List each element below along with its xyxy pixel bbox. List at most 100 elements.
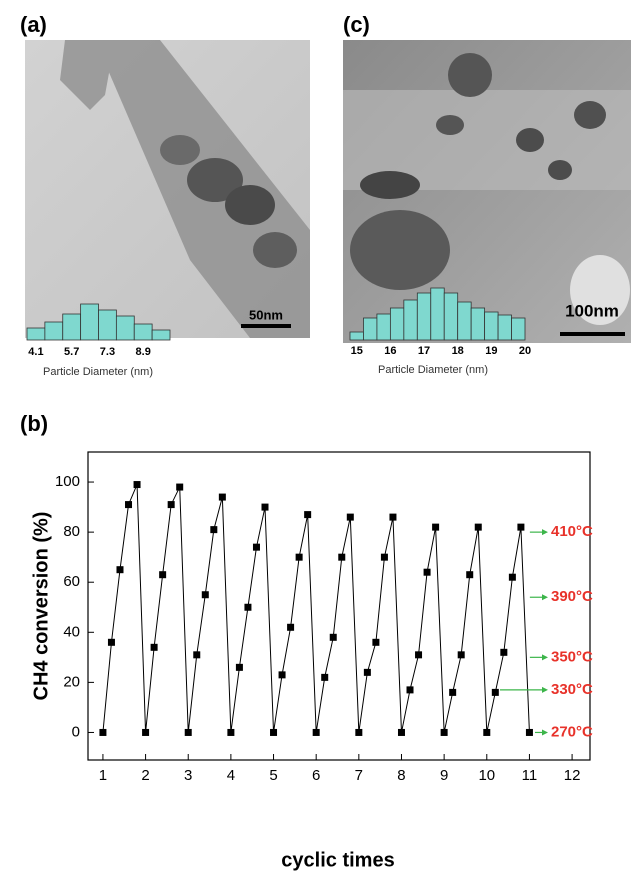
x-tick-label: 17 (418, 345, 430, 357)
x-tick-label: 7 (355, 767, 363, 784)
arrow-head (542, 654, 548, 661)
data-point (338, 553, 346, 561)
data-point (329, 633, 337, 641)
tem-image-a (25, 40, 310, 338)
data-point (270, 728, 278, 736)
bar (403, 299, 418, 341)
y-tick-label: 80 (63, 523, 80, 540)
x-axis-label: cyclic times (281, 849, 394, 871)
data-point (287, 623, 295, 631)
data-point (346, 513, 354, 521)
x-axis-label: Particle Diameter (nm) (378, 364, 488, 376)
x-tick-label: 3 (184, 767, 192, 784)
scale-label: 50nm (249, 307, 283, 322)
data-point (457, 651, 465, 659)
data-point (167, 501, 175, 509)
bar (80, 303, 99, 341)
data-point (474, 523, 482, 531)
data-point (432, 523, 440, 531)
x-tick-label: 18 (452, 345, 464, 357)
data-point (261, 503, 269, 511)
data-point (525, 728, 533, 736)
data-point (218, 493, 226, 501)
bar (376, 313, 391, 341)
x-tick-label: 12 (564, 767, 581, 784)
bar (115, 315, 135, 341)
bar (430, 287, 445, 341)
bar (511, 317, 526, 341)
data-point (99, 728, 107, 736)
data-point (142, 728, 150, 736)
x-tick-label: 1 (99, 767, 107, 784)
data-point (210, 526, 218, 534)
x-tick-label: 8 (397, 767, 405, 784)
y-tick-label: 20 (63, 673, 80, 690)
panel-label: (a) (20, 12, 47, 37)
data-point (321, 673, 329, 681)
data-point (244, 603, 252, 611)
data-point (415, 651, 423, 659)
data-point (372, 638, 380, 646)
bar (457, 301, 472, 341)
x-axis-label: Particle Diameter (nm) (43, 366, 153, 378)
x-tick-label: 19 (485, 345, 497, 357)
x-tick-label: 20 (519, 345, 531, 357)
y-tick-label: 40 (63, 623, 80, 640)
data-point (355, 728, 363, 736)
bar (26, 327, 46, 341)
data-point (150, 643, 158, 651)
y-axis-label: CH4 conversion (%) (30, 512, 52, 701)
x-tick-label: 16 (384, 345, 396, 357)
data-point (201, 591, 209, 599)
x-tick-label: 9 (440, 767, 448, 784)
bar (349, 331, 364, 341)
data-point (389, 513, 397, 521)
data-point (406, 686, 414, 694)
data-point (449, 688, 457, 696)
y-tick-label: 60 (63, 573, 80, 590)
bar (98, 309, 117, 341)
bar (62, 313, 82, 341)
data-point (116, 566, 124, 574)
y-tick-label: 100 (55, 473, 80, 490)
data-point (304, 511, 312, 519)
data-point (423, 568, 431, 576)
y-tick-label: 0 (72, 723, 80, 740)
bar (133, 323, 153, 341)
bar (416, 292, 432, 341)
data-point (176, 483, 184, 491)
x-tick-label: 11 (522, 767, 538, 784)
arrow-head (542, 729, 548, 736)
data-point (193, 651, 201, 659)
bar (389, 307, 405, 341)
data-point (380, 553, 388, 561)
annotation: 390°C (551, 588, 593, 605)
data-point (517, 523, 525, 531)
x-tick-label: 6 (312, 767, 320, 784)
annotation: 270°C (551, 723, 593, 740)
bar (363, 317, 378, 341)
data-point (278, 671, 286, 679)
annotation: 330°C (551, 681, 593, 698)
x-tick-label: 4 (227, 767, 235, 784)
x-tick-label: 5 (269, 767, 277, 784)
data-point (500, 648, 508, 656)
bar (44, 321, 64, 341)
data-point (295, 553, 303, 561)
bar (497, 314, 512, 341)
data-point (235, 663, 243, 671)
panel-label: (c) (343, 12, 370, 37)
data-point (227, 728, 235, 736)
bar (443, 292, 459, 341)
scale-label: 100nm (565, 301, 619, 320)
arrow-head (542, 686, 548, 693)
bar (470, 307, 486, 341)
data-point (252, 543, 260, 551)
bar (151, 329, 171, 341)
data-point (508, 573, 516, 581)
plot-frame (87, 451, 591, 761)
data-line (102, 484, 530, 733)
data-point (440, 728, 448, 736)
data-point (397, 728, 405, 736)
